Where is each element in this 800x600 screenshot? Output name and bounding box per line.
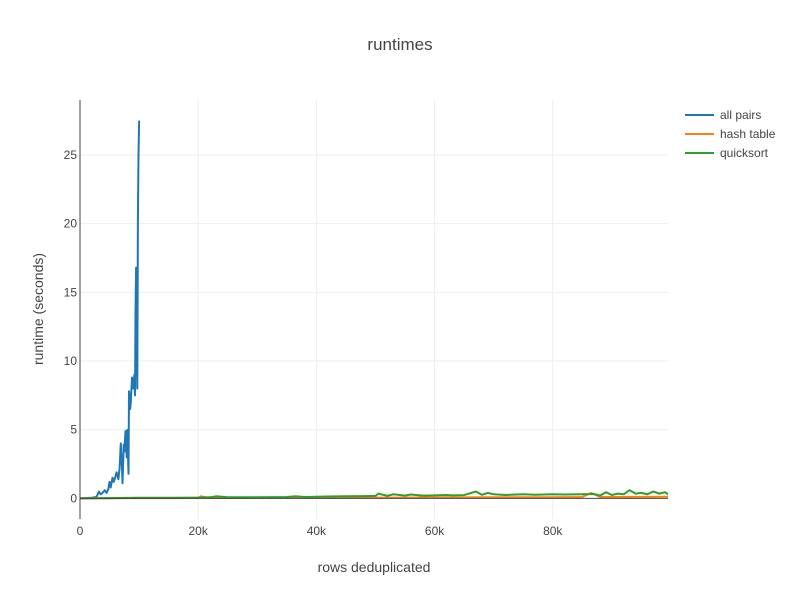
- x-tick-label: 60k: [425, 524, 445, 538]
- x-tick-label: 20k: [189, 524, 209, 538]
- legend-item-all-pairs[interactable]: all pairs: [685, 108, 761, 122]
- y-tick-labels: 0 5 10 15 20 25: [64, 148, 78, 505]
- x-tick-label: 40k: [307, 524, 327, 538]
- legend-item-quicksort[interactable]: quicksort: [685, 146, 769, 160]
- axes: [79, 100, 668, 519]
- y-tick-label: 15: [64, 285, 78, 299]
- legend-item-hash-table[interactable]: hash table: [685, 127, 776, 141]
- y-tick-label: 5: [70, 423, 77, 437]
- x-tick-labels: 0 20k 40k 60k 80k: [77, 524, 564, 538]
- legend-label: all pairs: [720, 108, 761, 122]
- series-line-quicksort: [79, 489, 669, 500]
- y-tick-label: 0: [70, 491, 77, 505]
- x-tick-label: 80k: [543, 524, 563, 538]
- y-tick-label: 10: [64, 354, 78, 368]
- x-axis-title: rows deduplicated: [318, 559, 431, 575]
- legend-label: quicksort: [720, 146, 769, 160]
- legend-label: hash table: [720, 127, 776, 141]
- y-axis-title: runtime (seconds): [30, 253, 46, 365]
- chart-title: runtimes: [367, 35, 432, 54]
- x-tick-label: 0: [77, 524, 84, 538]
- gridlines: [80, 100, 668, 519]
- y-tick-label: 20: [64, 217, 78, 231]
- y-tick-label: 25: [64, 148, 78, 162]
- legend[interactable]: all pairs hash table quicksort: [685, 108, 776, 160]
- series-line-all-pairs: [79, 120, 141, 500]
